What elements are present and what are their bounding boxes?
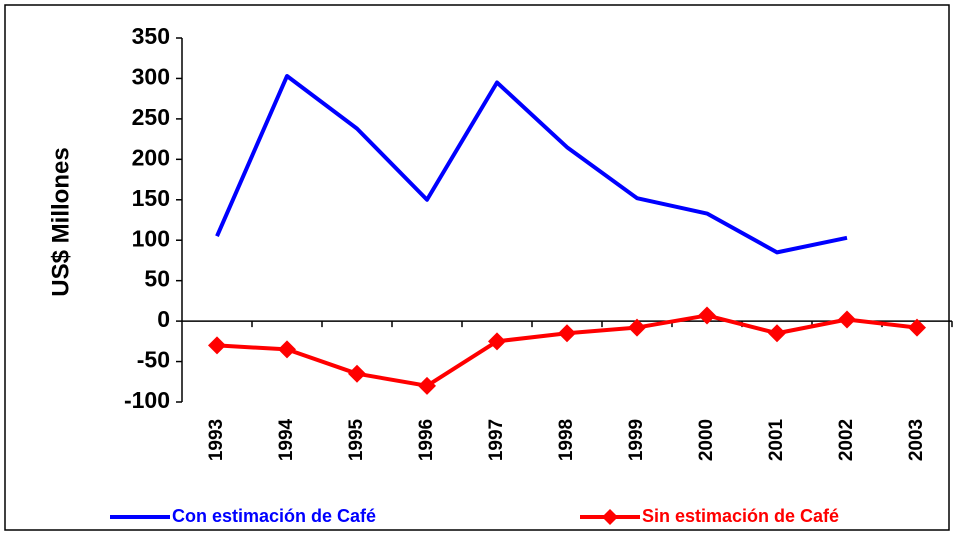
x-tick-label: 2001 [766,418,787,461]
x-tick-label: 1993 [206,419,227,461]
data-point [278,340,296,359]
y-tick-label: 150 [132,185,170,211]
x-tick-label: 1999 [626,419,647,461]
data-point [348,364,366,383]
y-tick-label: 100 [132,225,170,251]
data-point [558,324,576,343]
y-tick-label: -50 [137,347,170,373]
x-tick-label: 1994 [276,418,297,461]
y-tick-label: 250 [132,104,170,130]
data-point [418,376,436,395]
y-tick-label: 50 [144,266,170,292]
y-tick-label: 0 [157,306,170,332]
series-line [215,74,848,255]
x-tick-label: 1998 [556,419,577,461]
legend-label: Sin estimación de Café [642,506,839,526]
x-tick-label: 2002 [836,419,857,461]
data-point [908,318,926,337]
data-point [838,310,856,329]
chart-border [4,4,950,531]
data-point [768,324,786,343]
x-tick-label: 1997 [486,419,507,461]
y-tick-label: 300 [132,64,170,90]
y-axis-label: US$ Millones [47,147,74,296]
data-point [208,336,226,355]
x-tick-label: 1995 [346,418,367,461]
x-tick-label: 1996 [416,419,437,461]
legend-label: Con estimación de Café [172,506,376,526]
y-tick-label: 200 [132,144,170,170]
x-tick-label: 2000 [696,419,717,461]
x-tick-label: 2003 [906,419,927,461]
data-point [628,318,646,337]
y-tick-label: 350 [132,23,170,49]
data-point [698,306,716,325]
data-point [488,332,506,351]
y-tick-label: -100 [124,387,170,413]
legend-marker [602,509,618,525]
